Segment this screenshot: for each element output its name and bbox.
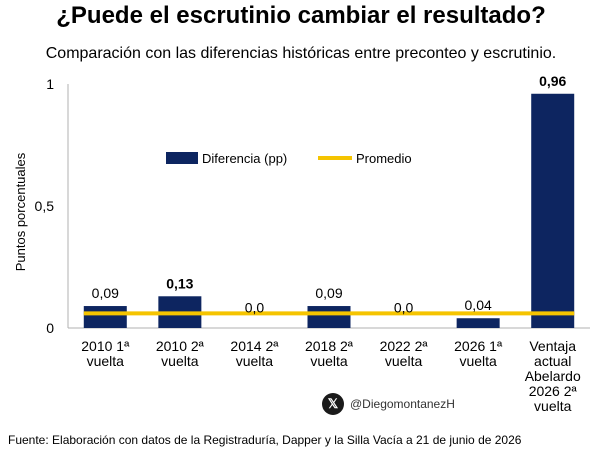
chart-title: ¿Puede el escrutinio cambiar el resultad…: [56, 2, 546, 29]
x-tick-label: vuelta: [385, 353, 423, 369]
data-label: 0,09: [92, 285, 119, 301]
x-logo-icon: 𝕏: [322, 393, 344, 415]
data-label: 0,04: [465, 297, 492, 313]
y-tick-label: 0,5: [35, 198, 55, 214]
source-note: Fuente: Elaboración con datos de la Regi…: [8, 433, 522, 447]
x-tick-label: vuelta: [87, 353, 125, 369]
x-tick-label: actual: [534, 353, 571, 369]
x-tick-label: vuelta: [161, 353, 199, 369]
author-handle-text: @DiegomontanezH: [350, 397, 455, 411]
data-label: 0,0: [394, 299, 414, 315]
bar: [456, 318, 500, 328]
x-tick-label: vuelta: [236, 353, 274, 369]
x-tick-label: 2010 2ª: [156, 338, 205, 354]
data-label: 0,0: [245, 299, 265, 315]
bar: [83, 306, 127, 328]
legend-bar-swatch: [166, 152, 198, 164]
x-tick-label: 2022 2ª: [380, 338, 429, 354]
legend-bar-label: Diferencia (pp): [202, 151, 287, 166]
x-tick-label: vuelta: [534, 398, 572, 414]
x-tick-label: Ventaja: [529, 338, 576, 354]
x-tick-label: 2026 2ª: [529, 383, 578, 399]
chart-subtitle: Comparación con las diferencias históric…: [45, 45, 557, 62]
x-tick-label: 2026 1ª: [454, 338, 503, 354]
bar: [307, 306, 351, 328]
data-label: 0,13: [166, 275, 193, 291]
legend-line-label: Promedio: [356, 151, 412, 166]
data-label: 0,09: [315, 285, 342, 301]
x-tick-label: 2010 1ª: [81, 338, 130, 354]
bar: [531, 93, 575, 328]
y-tick-label: 0: [46, 320, 54, 336]
y-tick-label: 1: [46, 76, 54, 92]
y-axis-title: Puntos porcentuales: [13, 152, 28, 271]
x-tick-label: vuelta: [459, 353, 497, 369]
x-tick-label: Abelardo: [525, 368, 581, 384]
x-tick-label: 2018 2ª: [305, 338, 354, 354]
author-handle: 𝕏 @DiegomontanezH: [322, 393, 455, 415]
data-label: 0,96: [539, 73, 566, 89]
x-tick-label: vuelta: [310, 353, 348, 369]
x-tick-label: 2014 2ª: [230, 338, 279, 354]
